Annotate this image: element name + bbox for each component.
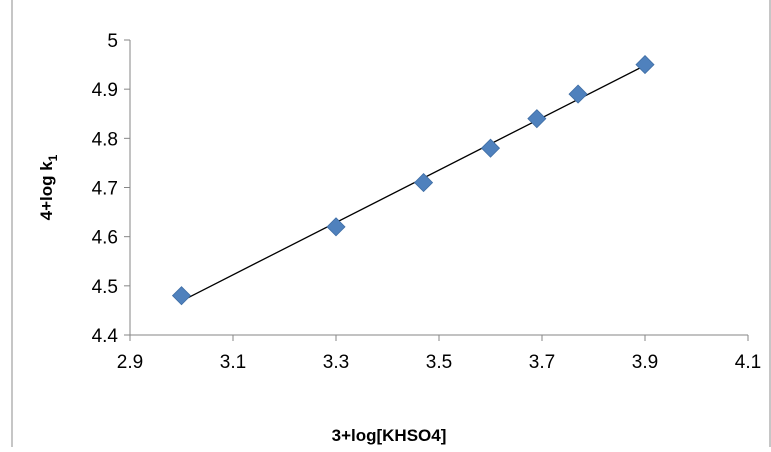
y-axis-title: 4+log k1 <box>37 154 60 220</box>
y-tick-label: 4.6 <box>92 228 118 249</box>
data-point <box>171 286 192 306</box>
x-tick-label: 3.1 <box>220 352 246 373</box>
data-points <box>171 55 655 306</box>
data-point <box>480 138 501 158</box>
x-tick-label: 3.5 <box>426 352 452 373</box>
y-tick-label: 4.5 <box>92 277 118 298</box>
x-tick-label: 2.9 <box>117 352 143 373</box>
x-tick-label: 3.7 <box>529 352 555 373</box>
data-point <box>413 173 434 193</box>
chart-frame-edges <box>11 0 771 447</box>
data-point <box>527 109 547 129</box>
y-axis-title-main: 4+log k <box>37 161 56 221</box>
data-point <box>635 55 655 75</box>
axes <box>124 39 749 341</box>
y-tick-label: 4.4 <box>92 326 119 347</box>
data-point <box>568 84 588 104</box>
y-tick-label: 4.8 <box>92 129 118 150</box>
y-tick-label: 4.9 <box>92 80 118 101</box>
x-axis-title: 3+log[KHSO4] <box>332 426 447 445</box>
y-tick-labels: 4.4 4.5 4.6 4.7 4.8 4.9 5 <box>92 31 119 347</box>
trendline <box>181 64 646 302</box>
trendline-group <box>181 64 646 302</box>
y-axis-title-subscript: 1 <box>46 154 60 161</box>
y-tick-label: 5 <box>107 31 118 52</box>
x-tick-label: 3.9 <box>632 352 658 373</box>
x-tick-label: 3.3 <box>323 352 349 373</box>
data-point <box>326 217 346 237</box>
x-tick-labels: 2.9 3.1 3.3 3.5 3.7 3.9 4.1 <box>117 352 761 373</box>
x-tick-label: 4.1 <box>735 352 761 373</box>
y-tick-label: 4.7 <box>92 179 118 200</box>
